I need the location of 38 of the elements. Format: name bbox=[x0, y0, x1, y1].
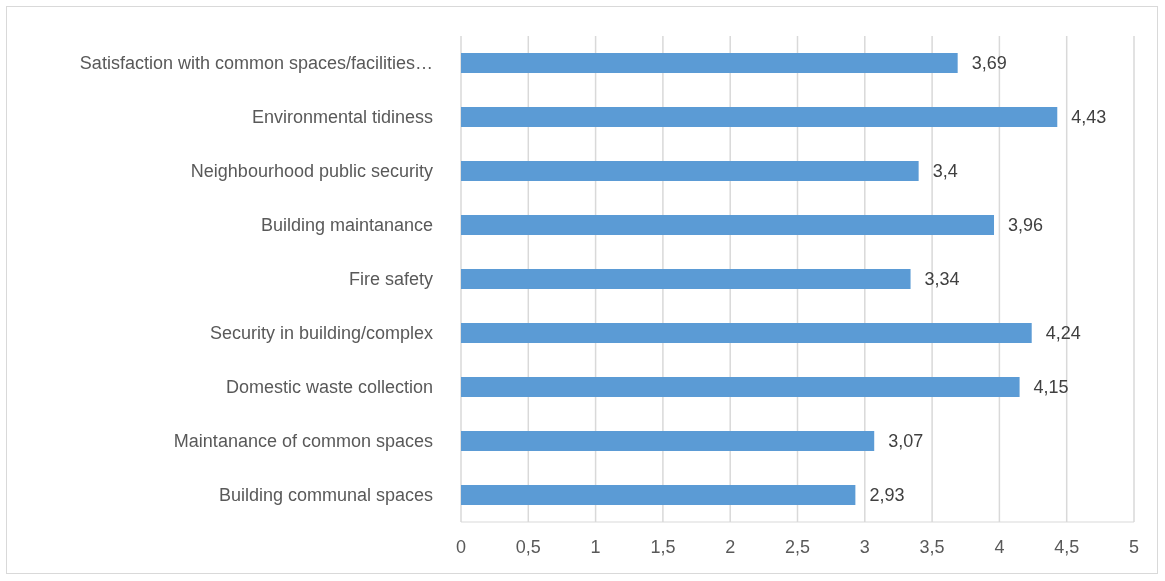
y-tick-label: Security in building/complex bbox=[209, 323, 433, 344]
data-label: 3,96 bbox=[1008, 215, 1044, 236]
x-tick-label: 4,5 bbox=[1054, 536, 1080, 557]
data-label: 4,43 bbox=[1071, 107, 1107, 128]
y-tick-label: Building communal spaces bbox=[218, 485, 433, 506]
x-tick-label: 0,5 bbox=[515, 536, 541, 557]
bar bbox=[461, 485, 856, 505]
y-tick-label: Neighbourhood public security bbox=[190, 161, 433, 182]
x-tick-label: 3,5 bbox=[919, 536, 945, 557]
y-tick-label: Domestic waste collection bbox=[225, 377, 433, 398]
y-tick-label: Satisfaction with common spaces/facilities… bbox=[79, 53, 433, 74]
x-tick-label: 2,5 bbox=[784, 536, 811, 557]
bar bbox=[461, 53, 958, 73]
data-label: 3,34 bbox=[924, 269, 960, 290]
bar bbox=[461, 269, 911, 289]
x-tick-label: 3 bbox=[859, 536, 870, 557]
bar bbox=[461, 431, 875, 451]
bar bbox=[461, 215, 995, 235]
x-tick-label: 5 bbox=[1128, 536, 1140, 557]
data-label: 4,24 bbox=[1045, 323, 1081, 344]
bar bbox=[461, 107, 1058, 127]
data-label: 3,07 bbox=[888, 431, 924, 452]
bar bbox=[461, 161, 919, 181]
x-tick-label: 1,5 bbox=[650, 536, 676, 557]
data-label: 2,93 bbox=[869, 485, 905, 506]
x-tick-label: 1 bbox=[590, 536, 601, 557]
bar bbox=[461, 377, 1020, 397]
y-tick-label: Fire safety bbox=[348, 269, 433, 290]
bar bbox=[461, 323, 1032, 343]
x-tick-label: 0 bbox=[455, 536, 467, 557]
x-tick-label: 4 bbox=[994, 536, 1005, 557]
y-tick-label: Building maintanance bbox=[260, 215, 433, 236]
y-tick-label: Maintanance of common spaces bbox=[173, 431, 433, 452]
data-label: 3,69 bbox=[971, 53, 1007, 74]
data-label: 4,15 bbox=[1033, 377, 1069, 398]
x-tick-label: 2 bbox=[725, 536, 736, 557]
data-label: 3,4 bbox=[932, 161, 958, 182]
y-tick-label: Environmental tidiness bbox=[251, 107, 433, 128]
